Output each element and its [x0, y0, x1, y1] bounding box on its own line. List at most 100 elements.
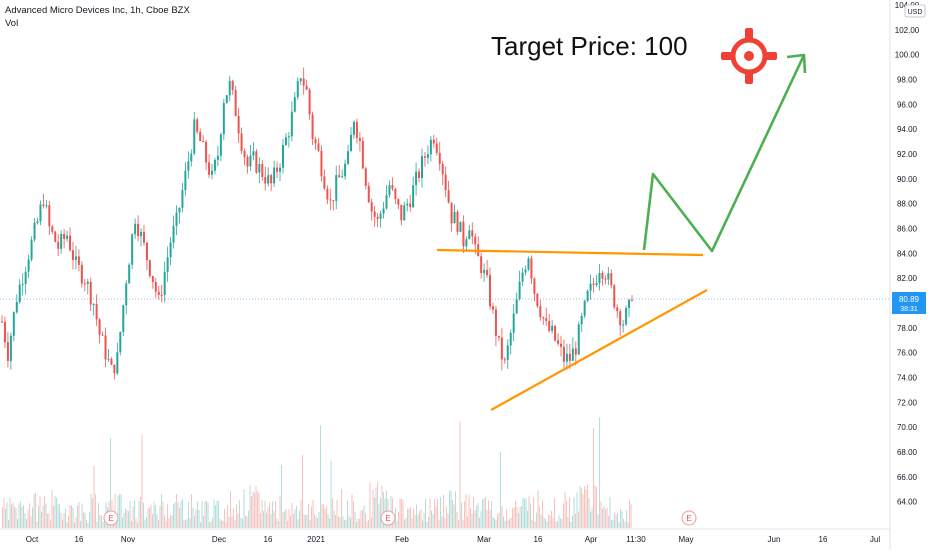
price-axis[interactable]: 104.00102.00100.0098.0096.0094.0092.0090…	[895, 1, 920, 507]
time-axis[interactable]: Oct 16 Nov Dec 16 2021 Feb Mar 16 Apr 11:30 May Jun 1…	[26, 535, 881, 544]
projection-arrow-head	[786, 53, 807, 74]
candle	[6, 332, 9, 368]
candle	[568, 344, 571, 369]
earnings-marker[interactable]: E	[681, 510, 697, 526]
candle	[270, 173, 273, 192]
candle-body	[193, 119, 196, 154]
symbol-title[interactable]: Advanced Micro Devices Inc, 1h, Cboe BZX	[5, 5, 190, 16]
support-trend-line[interactable]	[490, 289, 708, 411]
target-price-text[interactable]: Target Price: 100	[491, 31, 688, 61]
candle-body	[524, 269, 527, 273]
volume-bar	[29, 503, 31, 528]
candle	[589, 274, 592, 300]
volume-bar	[563, 503, 565, 528]
candle-body	[317, 143, 320, 151]
volume-bar	[363, 505, 365, 528]
candle-body	[361, 140, 364, 169]
candle-body	[160, 294, 163, 296]
candle-body	[48, 205, 51, 227]
candle-body	[583, 300, 586, 316]
candle-body	[435, 143, 438, 153]
price-tick-label: 66.00	[897, 473, 918, 482]
volume-bar	[17, 518, 19, 528]
candle	[610, 269, 613, 289]
candle	[355, 118, 358, 144]
candle-body	[101, 334, 104, 336]
last-price-badge[interactable]: 80.89 38:31	[892, 292, 926, 314]
candle	[234, 85, 237, 117]
candle	[199, 128, 202, 142]
earnings-marker[interactable]: E	[103, 510, 119, 526]
earnings-marker[interactable]: E	[380, 510, 396, 526]
candle	[347, 144, 350, 166]
candle	[181, 182, 184, 213]
price-tick-label: 100.00	[895, 51, 920, 60]
volume-bar	[360, 510, 362, 528]
candle	[246, 154, 249, 174]
candle-body	[489, 275, 492, 307]
candle	[237, 107, 240, 143]
candle	[554, 325, 557, 342]
volume-bar	[306, 514, 308, 528]
candle-body	[376, 216, 379, 219]
projection-path[interactable]	[642, 54, 806, 253]
volume-bar	[404, 519, 406, 528]
volume-bar	[498, 512, 500, 528]
candle-body	[320, 150, 323, 177]
volume-bar	[143, 502, 145, 528]
candle	[134, 218, 137, 239]
volume-bar	[624, 522, 626, 528]
volume-bar	[426, 522, 428, 528]
candle-body	[509, 332, 512, 346]
volume-bar	[623, 519, 625, 528]
candle	[503, 357, 506, 364]
candle	[98, 317, 101, 344]
candle	[332, 200, 335, 211]
candle-body	[142, 231, 145, 243]
crosshair-target-icon[interactable]	[721, 28, 777, 84]
candle-body	[270, 175, 273, 184]
volume-bar	[614, 512, 616, 528]
volume-bar	[561, 519, 563, 528]
volume-bar	[177, 502, 179, 528]
volume-bar	[372, 489, 374, 528]
price-tick-label: 68.00	[897, 448, 918, 457]
volume-bar	[128, 511, 130, 528]
candle	[631, 295, 633, 302]
volume-bar	[581, 488, 583, 528]
volume-bar	[239, 500, 241, 528]
volume-bar	[488, 500, 490, 528]
candle	[557, 333, 560, 346]
volume-bar	[120, 494, 122, 528]
candle	[27, 254, 30, 278]
volume-bar	[338, 516, 340, 528]
volume-bar	[456, 511, 458, 528]
candle	[293, 92, 296, 113]
volume-bar	[180, 500, 182, 528]
volume-bar	[71, 505, 73, 528]
volume-bar	[162, 501, 164, 528]
volume-bar	[465, 493, 467, 528]
volume-bar	[587, 484, 589, 528]
candle-body	[140, 231, 143, 237]
candle-body	[456, 211, 459, 232]
candle	[33, 217, 36, 243]
resistance-trend-line[interactable]	[436, 248, 704, 257]
candle-body	[30, 239, 33, 260]
currency-badge[interactable]: USD	[904, 4, 926, 18]
volume-indicator-label[interactable]: Vol	[5, 18, 18, 29]
volume-bar	[18, 503, 20, 528]
volume-bar	[87, 522, 89, 528]
candle	[169, 236, 172, 266]
candle	[423, 151, 426, 167]
candle	[533, 277, 536, 302]
volume-bar	[194, 516, 196, 528]
volume-bar	[104, 521, 106, 528]
volume-bar	[486, 510, 488, 528]
candle-body	[551, 325, 554, 331]
volume-bar	[267, 507, 269, 528]
candle-body	[219, 134, 222, 156]
volume-bar	[74, 522, 76, 528]
